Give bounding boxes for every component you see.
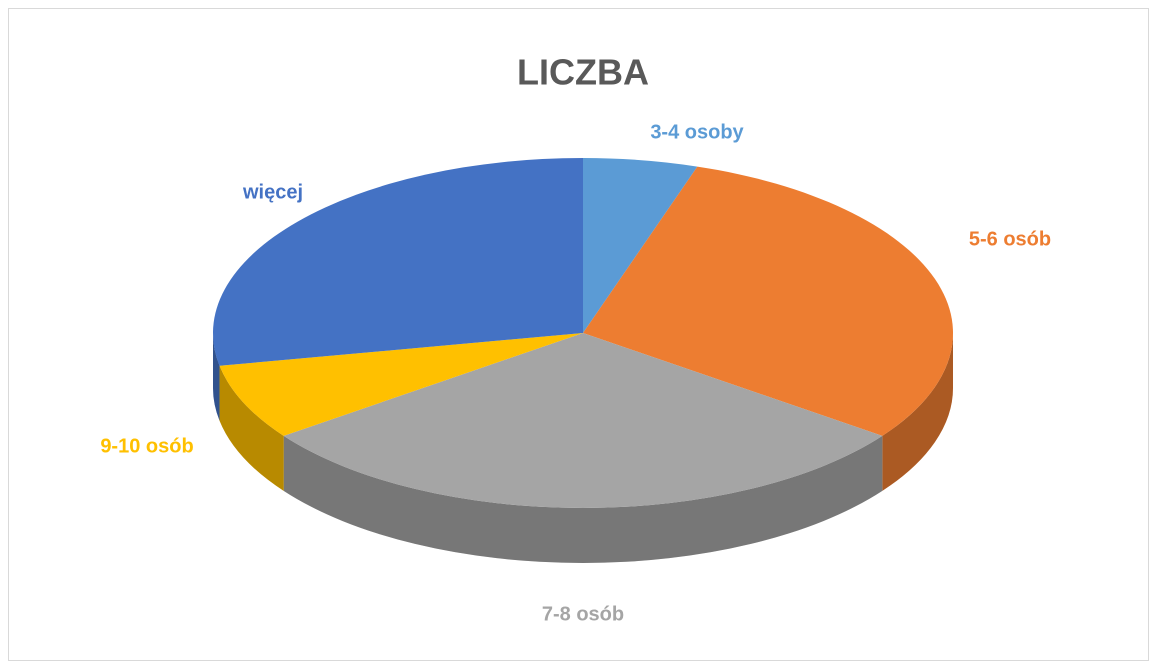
slice-side (283, 435, 883, 563)
slice-label: 9-10 osób (100, 435, 193, 457)
slice (212, 158, 583, 366)
slice-label: więcej (242, 181, 303, 203)
slice-side (213, 333, 220, 421)
slice (219, 333, 583, 436)
slice-label: 7-8 osób (542, 603, 624, 625)
slice-label: 3-4 osoby (650, 121, 744, 143)
slice-side-shade (882, 333, 953, 491)
slice-side (882, 333, 953, 491)
slice-side-shade (213, 333, 220, 421)
slice (283, 333, 883, 508)
chart-title: LICZBA (517, 52, 649, 93)
slice-side (219, 365, 284, 491)
slice-label: 5-6 osób (969, 228, 1051, 250)
slice (583, 158, 698, 333)
slice-side-shade (283, 435, 883, 563)
slice (583, 166, 953, 436)
slice-side-shade (219, 365, 284, 491)
